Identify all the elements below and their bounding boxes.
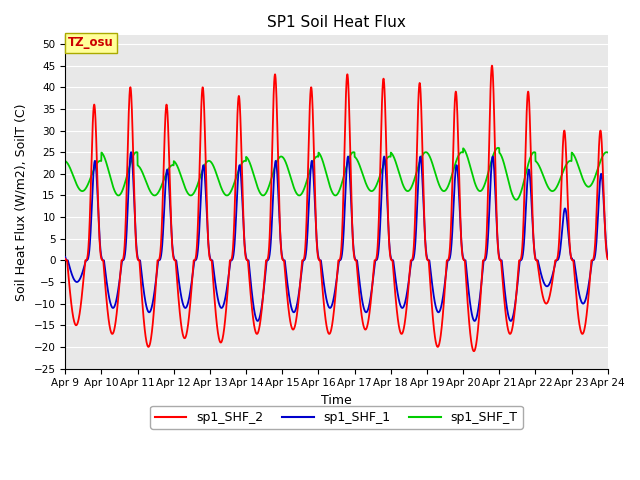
sp1_SHF_1 bbox=[124, 219, 131, 225]
sp1_SHF_2 bbox=[156, 256, 163, 262]
sp1_SHF_2 bbox=[488, 63, 496, 69]
sp1_SHF_T bbox=[494, 145, 502, 151]
sp1_SHF_2 bbox=[604, 256, 612, 262]
sp1_SHF_2 bbox=[61, 256, 69, 262]
sp1_SHF_2 bbox=[124, 168, 131, 174]
sp1_SHF_1 bbox=[507, 318, 515, 324]
sp1_SHF_T bbox=[593, 167, 601, 173]
sp1_SHF_1 bbox=[535, 262, 543, 268]
sp1_SHF_2 bbox=[293, 313, 301, 319]
sp1_SHF_T bbox=[535, 163, 543, 168]
sp1_SHF_T bbox=[61, 158, 69, 164]
sp1_SHF_1 bbox=[604, 254, 612, 260]
sp1_SHF_T bbox=[604, 150, 612, 156]
X-axis label: Time: Time bbox=[321, 394, 352, 407]
sp1_SHF_2 bbox=[593, 186, 601, 192]
sp1_SHF_1 bbox=[593, 224, 601, 229]
sp1_SHF_1 bbox=[293, 302, 301, 308]
sp1_SHF_T bbox=[269, 169, 277, 175]
sp1_SHF_1 bbox=[127, 149, 135, 155]
sp1_SHF_1 bbox=[269, 185, 277, 191]
Line: sp1_SHF_T: sp1_SHF_T bbox=[65, 148, 608, 200]
sp1_SHF_T bbox=[293, 191, 301, 197]
Legend: sp1_SHF_2, sp1_SHF_1, sp1_SHF_T: sp1_SHF_2, sp1_SHF_1, sp1_SHF_T bbox=[150, 406, 523, 429]
sp1_SHF_1 bbox=[156, 257, 163, 263]
sp1_SHF_T bbox=[156, 188, 163, 193]
sp1_SHF_2 bbox=[470, 348, 477, 354]
sp1_SHF_T bbox=[124, 172, 131, 178]
Title: SP1 Soil Heat Flux: SP1 Soil Heat Flux bbox=[267, 15, 406, 30]
Y-axis label: Soil Heat Flux (W/m2), SoilT (C): Soil Heat Flux (W/m2), SoilT (C) bbox=[15, 103, 28, 300]
sp1_SHF_T bbox=[513, 197, 520, 203]
sp1_SHF_2 bbox=[535, 271, 543, 276]
Text: TZ_osu: TZ_osu bbox=[68, 36, 114, 49]
Line: sp1_SHF_1: sp1_SHF_1 bbox=[65, 152, 608, 321]
Line: sp1_SHF_2: sp1_SHF_2 bbox=[65, 66, 608, 351]
sp1_SHF_1 bbox=[61, 254, 69, 260]
sp1_SHF_2 bbox=[269, 103, 277, 108]
